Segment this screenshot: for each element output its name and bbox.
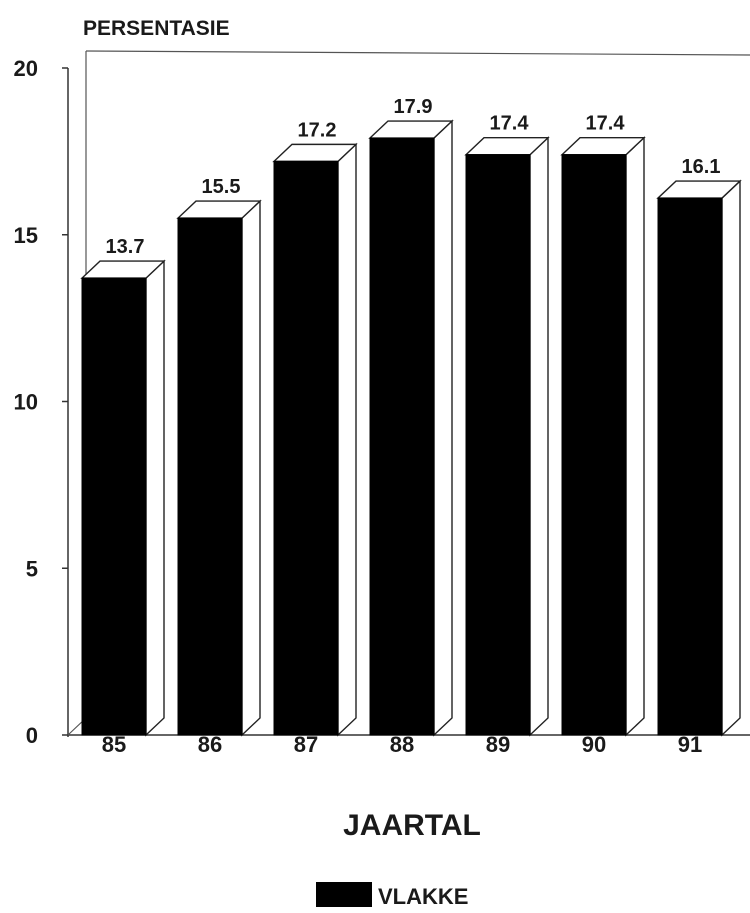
x-axis-ticks: 85 86 87 88 89 90 91 — [102, 732, 702, 757]
y-tick-label: 10 — [14, 390, 38, 415]
x-tick-label: 86 — [198, 732, 222, 757]
bar-side-face — [625, 136, 645, 737]
legend-swatch — [316, 882, 372, 907]
bar-side-face — [145, 259, 165, 737]
bar-value-label: 13.7 — [106, 236, 145, 258]
bar-side-face — [337, 142, 357, 737]
x-tick-label: 87 — [294, 732, 318, 757]
bar-front-face — [657, 197, 723, 736]
bar-value-label: 17.2 — [298, 119, 337, 141]
x-tick-label: 85 — [102, 732, 126, 757]
x-tick-label: 91 — [678, 732, 702, 757]
legend: VLAKKE — [316, 882, 468, 909]
y-axis-title: PERSENTASIE — [83, 17, 230, 40]
bar-88: 17.9 — [368, 96, 454, 737]
back-wall-top-edge — [85, 50, 750, 56]
x-tick-label: 88 — [390, 732, 414, 757]
x-axis-title: JAARTAL — [343, 809, 481, 842]
bar-side-face — [529, 136, 549, 737]
bar-side-face — [721, 179, 741, 737]
bar-front-face — [465, 154, 531, 736]
x-tick-label: 89 — [486, 732, 510, 757]
bar-value-label: 15.5 — [202, 176, 241, 198]
bar-value-label: 16.1 — [682, 156, 721, 178]
x-tick-label: 90 — [582, 732, 606, 757]
bar-value-label: 17.4 — [586, 113, 626, 135]
y-axis-ticks: 0 5 10 15 20 — [14, 56, 68, 748]
bar-85: 13.7 — [80, 236, 166, 737]
bar-90: 17.4 — [560, 113, 646, 737]
bar-86: 15.5 — [176, 176, 262, 737]
bars: 13.7 15.5 17.2 17.9 17.4 17.4 16.1 — [80, 96, 742, 737]
bar-side-face — [241, 199, 261, 737]
y-tick-label: 15 — [14, 223, 38, 248]
bar-value-label: 17.9 — [394, 96, 433, 118]
bar-side-face — [433, 119, 453, 737]
bar-front-face — [561, 154, 627, 736]
bar-value-label: 17.4 — [490, 113, 530, 135]
bar-front-face — [81, 277, 147, 736]
bar-87: 17.2 — [272, 119, 358, 737]
bar-89: 17.4 — [464, 113, 550, 737]
bar-front-face — [369, 137, 435, 736]
y-tick-label: 5 — [26, 556, 38, 581]
bar-91: 16.1 — [656, 156, 742, 737]
y-tick-label: 0 — [26, 723, 38, 748]
bar-front-face — [177, 217, 243, 736]
bar-front-face — [273, 160, 339, 736]
legend-label: VLAKKE — [378, 884, 468, 909]
y-tick-label: 20 — [14, 56, 38, 81]
